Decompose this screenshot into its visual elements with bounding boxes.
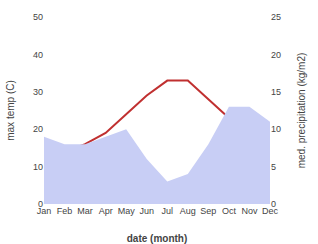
svg-text:Dec: Dec xyxy=(262,206,279,216)
svg-text:Jan: Jan xyxy=(37,206,52,216)
svg-text:max temp (C): max temp (C) xyxy=(5,80,16,141)
svg-text:Oct: Oct xyxy=(222,206,237,216)
svg-text:Mar: Mar xyxy=(77,206,93,216)
svg-text:Apr: Apr xyxy=(99,206,113,216)
svg-text:50: 50 xyxy=(33,12,43,22)
svg-text:30: 30 xyxy=(33,87,43,97)
svg-text:20: 20 xyxy=(33,124,43,134)
svg-text:May: May xyxy=(118,206,136,216)
svg-text:10: 10 xyxy=(271,124,281,134)
svg-text:5: 5 xyxy=(271,162,276,172)
svg-text:Sep: Sep xyxy=(200,206,216,216)
svg-text:15: 15 xyxy=(271,87,281,97)
svg-text:10: 10 xyxy=(33,162,43,172)
svg-text:Feb: Feb xyxy=(57,206,73,216)
svg-text:40: 40 xyxy=(33,50,43,60)
svg-text:med. precipitation (kg/m2): med. precipitation (kg/m2) xyxy=(296,53,307,169)
svg-text:25: 25 xyxy=(271,12,281,22)
svg-text:Nov: Nov xyxy=(241,206,258,216)
svg-text:Jun: Jun xyxy=(139,206,154,216)
svg-text:0: 0 xyxy=(271,199,276,209)
svg-text:0: 0 xyxy=(38,199,43,209)
svg-text:date (month): date (month) xyxy=(127,233,188,244)
svg-text:20: 20 xyxy=(271,50,281,60)
svg-text:Jul: Jul xyxy=(162,206,174,216)
svg-text:Aug: Aug xyxy=(180,206,196,216)
